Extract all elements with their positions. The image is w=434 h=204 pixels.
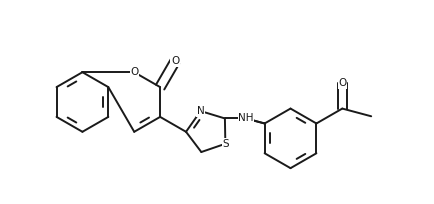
Text: NH: NH — [238, 113, 253, 123]
Text: O: O — [171, 56, 179, 66]
Text: O: O — [130, 67, 138, 77]
Text: O: O — [338, 78, 346, 88]
Text: N: N — [197, 106, 204, 116]
Text: S: S — [222, 139, 229, 149]
